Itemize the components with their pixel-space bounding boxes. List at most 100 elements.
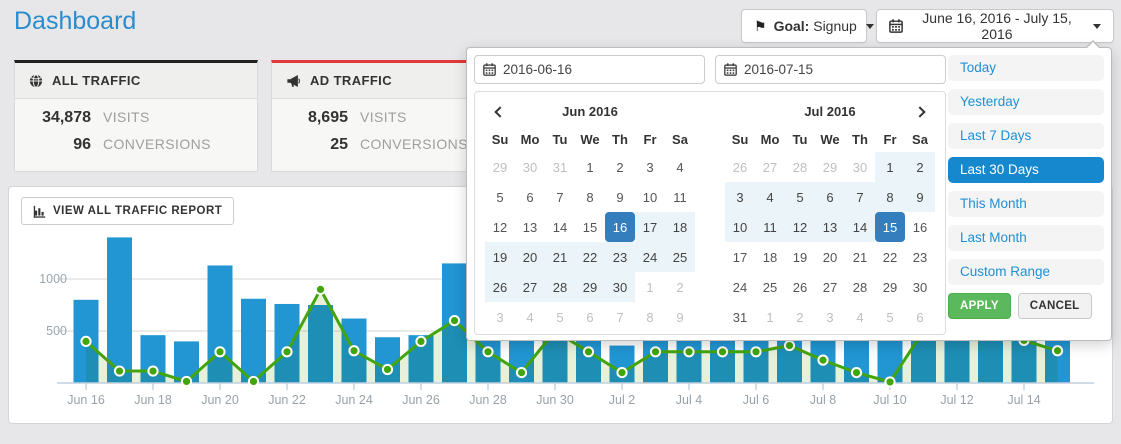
calendar-day[interactable]: 31 xyxy=(552,159,568,175)
calendar-day[interactable]: 9 xyxy=(616,189,624,205)
range-option-last-30-days[interactable]: Last 30 Days xyxy=(948,157,1104,183)
calendar-day[interactable]: 5 xyxy=(496,189,504,205)
next-month-button[interactable] xyxy=(905,96,935,126)
calendar-day[interactable]: 15 xyxy=(582,219,598,235)
calendar-day[interactable]: 22 xyxy=(882,249,898,265)
calendar-day[interactable]: 14 xyxy=(845,212,875,242)
calendar-day[interactable]: 29 xyxy=(575,272,605,302)
calendar-day[interactable]: 25 xyxy=(665,242,695,272)
calendar-day[interactable]: 3 xyxy=(725,182,755,212)
calendar-day[interactable]: 4 xyxy=(755,182,785,212)
calendar-day[interactable]: 3 xyxy=(496,309,504,325)
calendar-day[interactable]: 20 xyxy=(822,249,838,265)
range-option-this-month[interactable]: This Month xyxy=(948,191,1104,217)
start-date-input[interactable] xyxy=(503,62,673,77)
calendar-day[interactable]: 4 xyxy=(526,309,534,325)
calendar-day[interactable]: 22 xyxy=(575,242,605,272)
calendar-day[interactable]: 6 xyxy=(586,309,594,325)
range-option-last-7-days[interactable]: Last 7 Days xyxy=(948,123,1104,149)
calendar-day[interactable]: 4 xyxy=(676,159,684,175)
prev-month-button[interactable] xyxy=(485,96,515,126)
calendar-day[interactable]: 9 xyxy=(905,182,935,212)
calendar-day[interactable]: 28 xyxy=(545,272,575,302)
calendar-day[interactable]: 1 xyxy=(766,309,774,325)
daterange-button[interactable]: June 16, 2016 - July 15, 2016 xyxy=(876,9,1114,43)
calendar-day[interactable]: 9 xyxy=(676,309,684,325)
calendar-day[interactable]: 1 xyxy=(875,152,905,182)
calendar-day[interactable]: 10 xyxy=(642,189,658,205)
calendar-day[interactable]: 30 xyxy=(912,279,928,295)
calendar-day[interactable]: 16 xyxy=(605,212,635,242)
calendar-day[interactable]: 3 xyxy=(646,159,654,175)
calendar-day[interactable]: 21 xyxy=(545,242,575,272)
goal-dropdown-button[interactable]: ⚑ Goal: Signup xyxy=(741,9,874,43)
calendar-day[interactable]: 29 xyxy=(822,159,838,175)
calendar-day[interactable]: 26 xyxy=(485,272,515,302)
calendar-day[interactable]: 24 xyxy=(732,279,748,295)
calendar-day[interactable]: 13 xyxy=(522,219,538,235)
calendar-day[interactable]: 5 xyxy=(556,309,564,325)
calendar-day[interactable]: 6 xyxy=(815,182,845,212)
calendar-day[interactable]: 1 xyxy=(646,279,654,295)
calendar-day[interactable]: 14 xyxy=(552,219,568,235)
calendar-day[interactable]: 16 xyxy=(912,219,928,235)
calendar-day[interactable]: 2 xyxy=(905,152,935,182)
calendar-day[interactable]: 1 xyxy=(586,159,594,175)
calendar-day[interactable]: 23 xyxy=(912,249,928,265)
view-all-traffic-report-button[interactable]: VIEW ALL TRAFFIC REPORT xyxy=(21,197,235,225)
calendar-day[interactable]: 12 xyxy=(785,212,815,242)
calendar-day[interactable]: 17 xyxy=(635,212,665,242)
end-date-input[interactable] xyxy=(744,62,914,77)
calendar-day[interactable]: 18 xyxy=(665,212,695,242)
calendar-day[interactable]: 13 xyxy=(815,212,845,242)
calendar-day[interactable]: 28 xyxy=(792,159,808,175)
calendar-day[interactable]: 30 xyxy=(852,159,868,175)
range-option-custom-range[interactable]: Custom Range xyxy=(948,259,1104,285)
calendar-day[interactable]: 29 xyxy=(492,159,508,175)
calendar-day[interactable]: 24 xyxy=(635,242,665,272)
calendar-day[interactable]: 12 xyxy=(492,219,508,235)
calendar-day[interactable]: 21 xyxy=(852,249,868,265)
calendar-day[interactable]: 4 xyxy=(856,309,864,325)
calendar-day[interactable]: 23 xyxy=(605,242,635,272)
calendar-day[interactable]: 8 xyxy=(586,189,594,205)
calendar-day[interactable]: 11 xyxy=(673,189,687,205)
calendar-day[interactable]: 7 xyxy=(616,309,624,325)
calendar-day[interactable]: 26 xyxy=(792,279,808,295)
calendar-day[interactable]: 2 xyxy=(676,279,684,295)
calendar-day[interactable]: 19 xyxy=(792,249,808,265)
calendar-day[interactable]: 20 xyxy=(515,242,545,272)
calendar-day[interactable]: 7 xyxy=(556,189,564,205)
calendar-day[interactable]: 19 xyxy=(485,242,515,272)
range-option-today[interactable]: Today xyxy=(948,55,1104,81)
calendar-day[interactable]: 15 xyxy=(875,212,905,242)
apply-button[interactable]: APPLY xyxy=(948,293,1011,319)
range-option-last-month[interactable]: Last Month xyxy=(948,225,1104,251)
calendar-day[interactable]: 6 xyxy=(916,309,924,325)
range-option-yesterday[interactable]: Yesterday xyxy=(948,89,1104,115)
calendar-day[interactable]: 30 xyxy=(605,272,635,302)
calendar-day[interactable]: 3 xyxy=(826,309,834,325)
calendar-day[interactable]: 27 xyxy=(515,272,545,302)
calendar-day[interactable]: 2 xyxy=(616,159,624,175)
calendar-day[interactable]: 26 xyxy=(732,159,748,175)
calendar-day[interactable]: 17 xyxy=(732,249,748,265)
calendar-day[interactable]: 7 xyxy=(845,182,875,212)
calendar-day[interactable]: 31 xyxy=(732,309,748,325)
calendar-day[interactable]: 10 xyxy=(725,212,755,242)
calendar-day[interactable]: 8 xyxy=(875,182,905,212)
calendar-day[interactable]: 18 xyxy=(762,249,778,265)
calendar-day[interactable]: 2 xyxy=(796,309,804,325)
calendar-day[interactable]: 8 xyxy=(646,309,654,325)
cancel-button[interactable]: CANCEL xyxy=(1017,293,1092,319)
calendar-day[interactable]: 5 xyxy=(785,182,815,212)
calendar-day[interactable]: 11 xyxy=(755,212,785,242)
calendar-day[interactable]: 25 xyxy=(762,279,778,295)
calendar-day[interactable]: 27 xyxy=(762,159,778,175)
calendar-day[interactable]: 27 xyxy=(822,279,838,295)
calendar-day[interactable]: 30 xyxy=(522,159,538,175)
calendar-day[interactable]: 29 xyxy=(882,279,898,295)
calendar-day[interactable]: 5 xyxy=(886,309,894,325)
calendar-day[interactable]: 28 xyxy=(852,279,868,295)
calendar-day[interactable]: 6 xyxy=(526,189,534,205)
